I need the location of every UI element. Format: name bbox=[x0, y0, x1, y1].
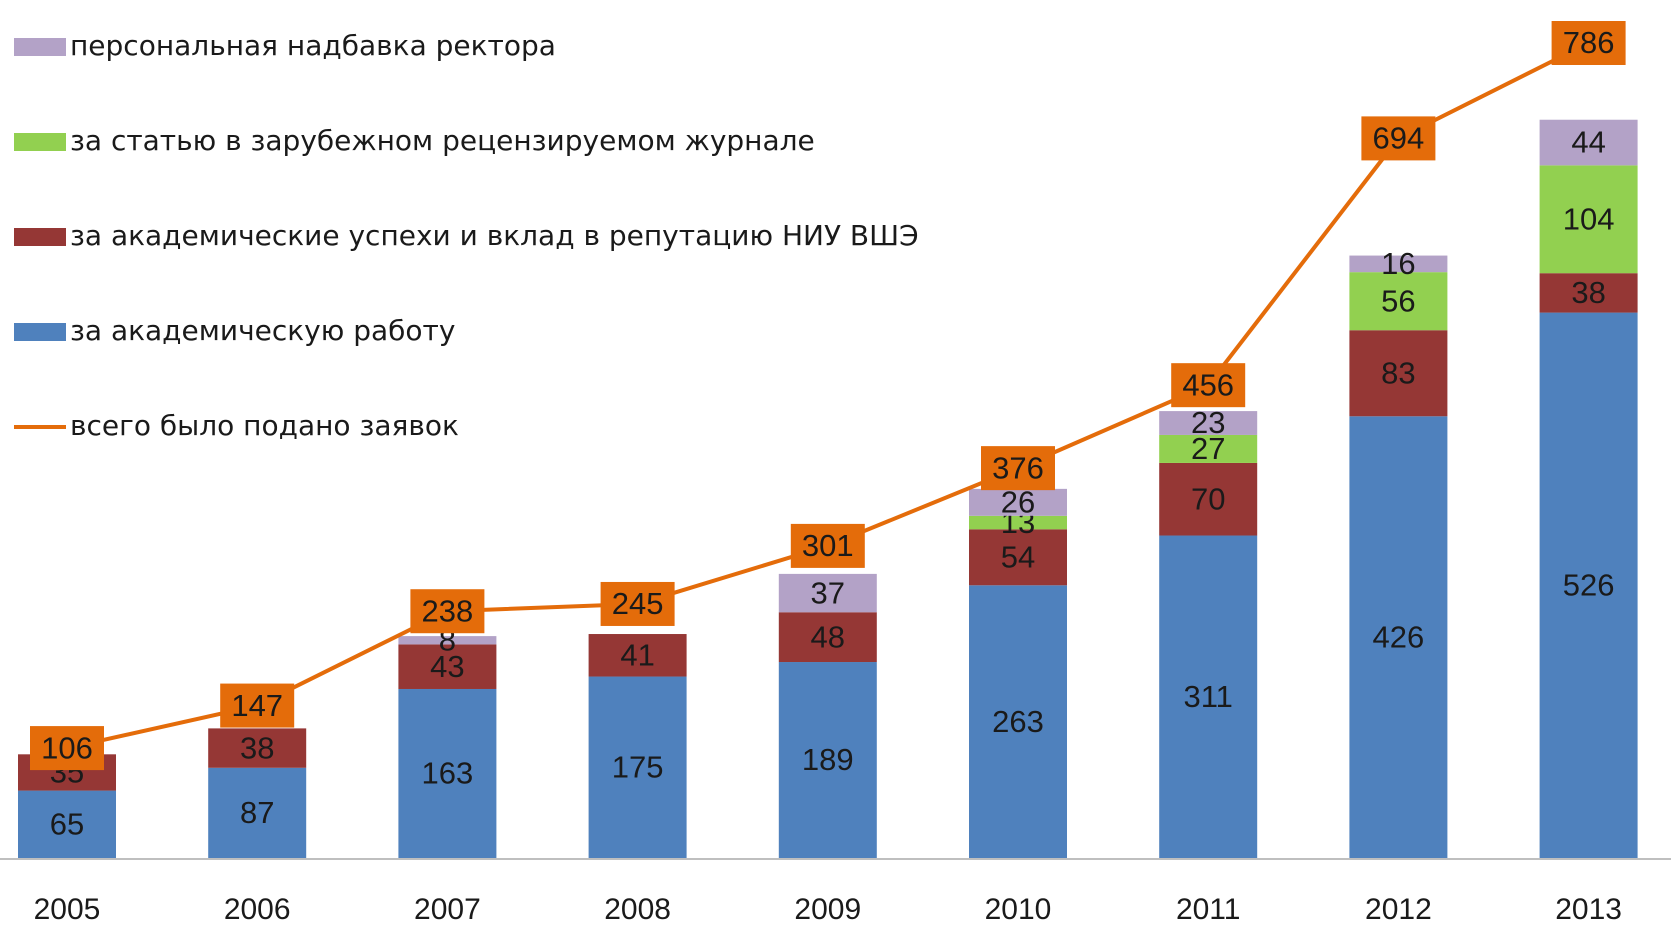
line-label: 245 bbox=[612, 586, 664, 621]
x-tick-label: 2012 bbox=[1365, 893, 1432, 926]
x-tick-label: 2013 bbox=[1555, 893, 1622, 926]
data-label: 87 bbox=[240, 795, 274, 830]
line-label-box bbox=[1551, 21, 1626, 65]
line-label: 147 bbox=[231, 688, 283, 723]
legend-label: персональная надбавка ректора bbox=[70, 29, 556, 62]
line-label: 238 bbox=[422, 593, 474, 628]
x-tick-label: 2010 bbox=[985, 893, 1052, 926]
bar-segment bbox=[778, 612, 877, 663]
data-label: 175 bbox=[612, 749, 664, 784]
legend-swatch bbox=[14, 38, 66, 56]
data-label: 26 bbox=[1001, 485, 1035, 520]
bar-segment bbox=[398, 688, 497, 858]
bar-segment bbox=[1349, 272, 1448, 331]
legend-label: всего было подано заявок bbox=[70, 409, 459, 442]
line-label: 456 bbox=[1182, 367, 1234, 402]
data-label: 163 bbox=[422, 756, 474, 791]
data-label: 526 bbox=[1563, 567, 1615, 602]
bar-segment bbox=[1349, 416, 1448, 858]
data-label: 43 bbox=[430, 649, 464, 684]
x-tick-label: 2008 bbox=[604, 893, 671, 926]
line-label-box bbox=[1171, 363, 1246, 408]
data-label: 263 bbox=[992, 704, 1044, 739]
data-label: 104 bbox=[1563, 201, 1615, 236]
legend-swatch bbox=[14, 323, 66, 341]
line-label: 301 bbox=[802, 528, 854, 563]
data-label: 44 bbox=[1571, 125, 1605, 160]
x-tick-label: 2011 bbox=[1176, 893, 1241, 926]
bar-segment bbox=[588, 634, 687, 677]
bar-segment bbox=[1349, 255, 1448, 273]
data-label: 426 bbox=[1373, 619, 1425, 654]
bar-segment bbox=[1159, 434, 1258, 463]
bar-segment bbox=[208, 767, 307, 858]
x-tick-label: 2005 bbox=[34, 893, 101, 926]
data-label: 311 bbox=[1183, 679, 1232, 714]
line-label: 786 bbox=[1563, 25, 1615, 60]
bar-segment bbox=[18, 790, 116, 858]
data-label: 189 bbox=[802, 742, 854, 777]
data-label: 38 bbox=[240, 730, 274, 765]
line-label: 376 bbox=[992, 450, 1044, 485]
data-label: 48 bbox=[811, 619, 845, 654]
bar-segment bbox=[969, 515, 1067, 530]
bar-segment bbox=[398, 644, 497, 689]
data-label: 37 bbox=[811, 575, 845, 610]
bar-segment bbox=[778, 573, 877, 613]
bar-segment bbox=[1539, 312, 1638, 858]
line-label-box bbox=[790, 523, 865, 568]
line-label: 694 bbox=[1373, 121, 1425, 156]
bar-segment bbox=[1539, 273, 1638, 313]
data-label: 27 bbox=[1191, 431, 1225, 466]
x-tick-label: 2009 bbox=[794, 893, 861, 926]
data-label: 41 bbox=[620, 637, 654, 672]
data-label: 56 bbox=[1381, 283, 1415, 318]
data-label: 65 bbox=[50, 806, 84, 841]
bar-segment bbox=[588, 676, 687, 858]
bar-segment bbox=[778, 662, 877, 858]
bar-segment bbox=[1159, 411, 1258, 435]
line-label-box bbox=[30, 726, 104, 771]
data-label: 16 bbox=[1381, 246, 1415, 281]
bar-segment bbox=[1159, 462, 1258, 536]
x-tick-label: 2006 bbox=[224, 893, 291, 926]
line-label: 106 bbox=[41, 730, 93, 765]
bar-segment bbox=[969, 529, 1067, 586]
data-label: 38 bbox=[1571, 275, 1605, 310]
x-tick-label: 2007 bbox=[414, 893, 481, 926]
data-label: 54 bbox=[1001, 539, 1035, 574]
bar-segment bbox=[1159, 535, 1258, 858]
bar-segment bbox=[1349, 330, 1448, 417]
legend-label: за статью в зарубежном рецензируемом жур… bbox=[70, 124, 815, 157]
legend-label: за академические успехи и вклад в репута… bbox=[70, 219, 919, 252]
bar-segment bbox=[1539, 165, 1638, 274]
line-label-box bbox=[410, 589, 485, 634]
line-label-box bbox=[1361, 116, 1436, 161]
bar-segment bbox=[208, 728, 307, 768]
line-label-box bbox=[981, 446, 1055, 491]
data-label: 23 bbox=[1191, 405, 1225, 440]
data-label: 70 bbox=[1191, 481, 1225, 516]
legend-swatch bbox=[14, 228, 66, 246]
bar-segment bbox=[398, 636, 497, 645]
line-label-box bbox=[220, 683, 295, 728]
bar-segment bbox=[969, 488, 1067, 516]
bar-segment bbox=[969, 585, 1067, 858]
bar-segment bbox=[1539, 119, 1638, 166]
line-label-box bbox=[600, 581, 675, 626]
data-label: 83 bbox=[1381, 355, 1415, 390]
legend-label: за академическую работу bbox=[70, 314, 455, 347]
legend-swatch bbox=[14, 133, 66, 151]
